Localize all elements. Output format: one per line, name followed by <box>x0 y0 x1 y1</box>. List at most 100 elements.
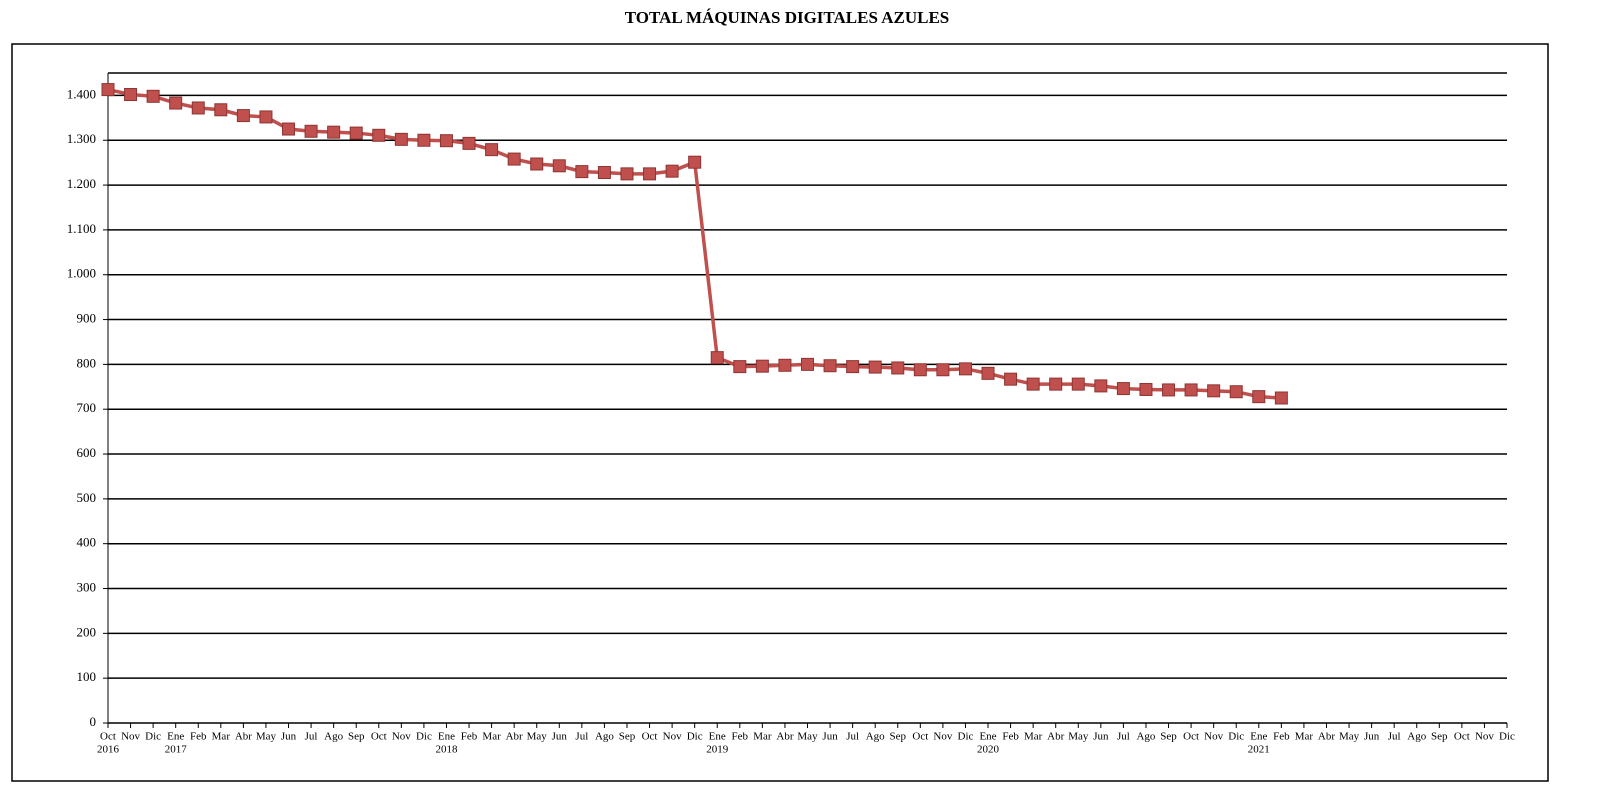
chart-frame <box>11 43 1549 782</box>
point-marker <box>643 167 657 181</box>
point-marker <box>1207 384 1221 398</box>
point-marker <box>755 359 769 373</box>
x-tick-label: Nov <box>1475 731 1494 743</box>
point-marker <box>552 159 566 173</box>
point-marker <box>778 358 792 372</box>
point-marker <box>349 126 363 140</box>
point-marker <box>733 360 747 374</box>
x-tick-label: Abr <box>776 731 793 743</box>
point-marker <box>801 357 814 371</box>
point-marker <box>191 101 205 115</box>
x-tick-label: Dic <box>416 731 432 743</box>
x-tick-label: May <box>797 731 818 743</box>
point-marker <box>688 155 702 169</box>
x-tick-label: Ene <box>1250 731 1267 743</box>
x-tick-label: Abr <box>235 731 252 743</box>
x-tick-label: Feb <box>1002 731 1019 743</box>
x-tick-label: Nov <box>933 731 952 743</box>
x-tick-label: Jul <box>305 731 318 743</box>
y-tick-label: 200 <box>77 624 97 639</box>
point-marker <box>1252 390 1266 404</box>
point-marker <box>327 125 341 139</box>
x-tick-label: May <box>527 731 548 743</box>
x-tick-label: Mar <box>1295 731 1314 743</box>
point-marker <box>868 360 882 374</box>
point-marker <box>1116 382 1130 396</box>
x-tick-label: Feb <box>190 731 207 743</box>
y-tick-label: 1.200 <box>67 176 96 191</box>
x-tick-label: Jun <box>281 731 297 743</box>
x-tick-label: Jul <box>1388 731 1401 743</box>
x-tick-label: Sep <box>1160 731 1177 743</box>
point-marker <box>1094 379 1108 393</box>
point-marker <box>597 166 611 180</box>
x-tick-label: Sep <box>1431 731 1448 743</box>
y-tick-label: 1.300 <box>67 131 96 146</box>
point-marker <box>1139 382 1153 396</box>
x-tick-label: May <box>1068 731 1089 743</box>
x-tick-label: Feb <box>1273 731 1290 743</box>
x-tick-label: Dic <box>687 731 703 743</box>
x-tick-label: Jun <box>822 731 838 743</box>
point-marker <box>981 366 995 380</box>
point-marker <box>1004 372 1018 386</box>
point-marker <box>1274 391 1288 405</box>
point-marker <box>913 363 927 377</box>
x-tick-label: Oct <box>100 731 116 743</box>
point-marker <box>101 83 115 97</box>
point-marker <box>462 136 476 150</box>
x-tick-label: Ene <box>979 731 996 743</box>
x-tick-label: Abr <box>1318 731 1335 743</box>
x-tick-label: Jun <box>552 731 568 743</box>
point-marker <box>259 110 273 124</box>
point-marker <box>936 363 950 377</box>
y-tick-label: 800 <box>77 355 97 370</box>
x-tick-label: Abr <box>506 731 523 743</box>
y-tick-label: 500 <box>77 490 97 505</box>
point-marker <box>236 109 250 123</box>
x-tick-label: Nov <box>663 731 682 743</box>
x-tick-label: Oct <box>912 731 928 743</box>
x-tick-label: Ago <box>595 731 614 743</box>
x-year-label: 2016 <box>97 744 120 756</box>
x-tick-label: Jul <box>575 731 588 743</box>
x-tick-label: Feb <box>461 731 478 743</box>
x-tick-label: Ago <box>1136 731 1155 743</box>
y-tick-label: 0 <box>90 714 97 729</box>
y-tick-label: 1.000 <box>67 266 96 281</box>
x-tick-label: Jun <box>1364 731 1380 743</box>
point-marker <box>372 128 386 142</box>
y-tick-label: 1.400 <box>67 86 96 101</box>
x-tick-label: Mar <box>212 731 231 743</box>
x-year-label: 2021 <box>1248 744 1270 756</box>
point-marker <box>1162 383 1176 397</box>
x-tick-label: Ene <box>167 731 184 743</box>
point-marker <box>417 133 431 147</box>
x-tick-label: Ago <box>1407 731 1426 743</box>
point-marker <box>710 351 724 365</box>
y-tick-label: 1.100 <box>67 221 96 236</box>
point-marker <box>124 88 138 102</box>
point-marker <box>958 362 972 376</box>
x-tick-label: Ago <box>324 731 343 743</box>
point-marker <box>620 167 634 181</box>
y-tick-label: 400 <box>77 535 97 550</box>
x-tick-label: Ene <box>709 731 726 743</box>
chart-title: TOTAL MÁQUINAS DIGITALES AZULES <box>625 8 950 27</box>
x-tick-label: Sep <box>348 731 365 743</box>
point-marker <box>665 164 679 178</box>
y-tick-label: 600 <box>77 445 97 460</box>
point-marker <box>394 132 408 146</box>
point-marker <box>507 152 521 166</box>
y-tick-label: 100 <box>77 669 97 684</box>
y-tick-label: 300 <box>77 580 97 595</box>
x-tick-label: Nov <box>1204 731 1223 743</box>
x-tick-label: Dic <box>958 731 974 743</box>
x-tick-label: Feb <box>732 731 749 743</box>
x-tick-label: Oct <box>1183 731 1199 743</box>
point-marker <box>282 122 296 136</box>
x-tick-label: Jul <box>846 731 859 743</box>
x-tick-label: Dic <box>145 731 161 743</box>
x-tick-label: Sep <box>890 731 907 743</box>
